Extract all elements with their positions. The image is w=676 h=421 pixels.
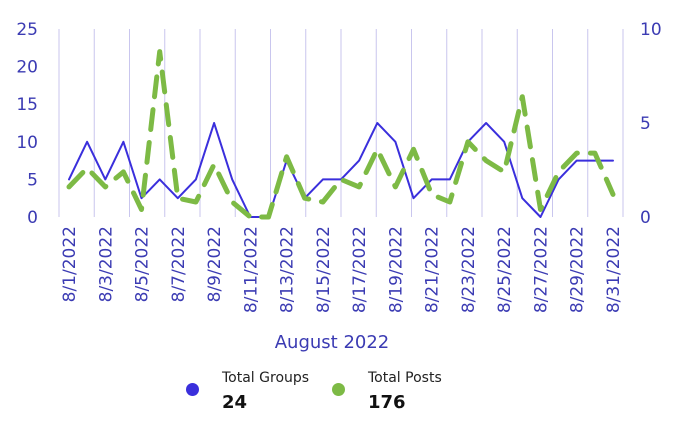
series-line-total-groups[interactable] xyxy=(68,122,614,218)
data-point[interactable] xyxy=(393,139,398,144)
x-tick-label: 8/1/2022 xyxy=(60,226,80,302)
y-left-tick-label: 0 xyxy=(27,208,38,228)
legend-series-name: Total Groups xyxy=(222,370,310,386)
data-point[interactable] xyxy=(230,199,235,204)
x-tick-label: 8/9/2022 xyxy=(205,226,225,302)
x-axis-title: August 2022 xyxy=(275,332,390,353)
y-left-tick-label: 15 xyxy=(16,95,38,115)
x-tick-label: 8/13/2022 xyxy=(278,226,298,313)
data-point[interactable] xyxy=(320,177,325,182)
data-point[interactable] xyxy=(556,169,561,174)
x-tick-label: 8/17/2022 xyxy=(350,226,370,313)
y-right-tick-label: 5 xyxy=(640,114,651,134)
x-tick-label: 8/25/2022 xyxy=(495,226,515,313)
data-point[interactable] xyxy=(157,177,162,182)
data-point[interactable] xyxy=(320,199,325,204)
data-point[interactable] xyxy=(375,121,380,126)
data-point[interactable] xyxy=(193,199,198,204)
x-tick-label: 8/7/2022 xyxy=(169,226,189,302)
data-point[interactable] xyxy=(520,196,525,201)
data-point[interactable] xyxy=(447,199,452,204)
x-tick-label: 8/21/2022 xyxy=(423,226,443,313)
data-point[interactable] xyxy=(411,196,416,201)
data-point[interactable] xyxy=(339,177,344,182)
left-y-axis: 0 5 10 15 20 25 xyxy=(16,20,38,228)
data-point[interactable] xyxy=(212,162,217,167)
data-point[interactable] xyxy=(520,94,525,99)
y-left-tick-label: 20 xyxy=(16,58,38,78)
data-point[interactable] xyxy=(465,139,470,144)
x-tick-label: 8/19/2022 xyxy=(386,226,406,313)
data-point[interactable] xyxy=(212,121,217,126)
y-left-tick-label: 25 xyxy=(16,20,38,40)
data-point[interactable] xyxy=(230,177,235,182)
y-right-tick-label: 0 xyxy=(640,208,651,228)
data-point[interactable] xyxy=(429,192,434,197)
y-left-tick-label: 5 xyxy=(27,170,38,190)
legend-dot-icon xyxy=(186,383,199,396)
x-tick-label: 8/5/2022 xyxy=(133,226,153,302)
data-point[interactable] xyxy=(447,177,452,182)
data-point[interactable] xyxy=(502,139,507,144)
data-point[interactable] xyxy=(393,184,398,189)
data-point[interactable] xyxy=(157,49,162,54)
data-point[interactable] xyxy=(357,158,362,163)
data-point[interactable] xyxy=(193,177,198,182)
x-tick-label: 8/31/2022 xyxy=(604,226,624,313)
data-point[interactable] xyxy=(574,158,579,163)
data-point[interactable] xyxy=(139,207,144,212)
series-line-total-posts[interactable] xyxy=(66,49,616,220)
data-point[interactable] xyxy=(484,158,489,163)
right-y-axis: 0 5 10 xyxy=(640,20,662,228)
data-point[interactable] xyxy=(103,177,108,182)
data-point[interactable] xyxy=(538,215,543,220)
legend-series-name: Total Posts xyxy=(368,370,442,386)
data-point[interactable] xyxy=(357,184,362,189)
x-tick-label: 8/29/2022 xyxy=(568,226,588,313)
data-point[interactable] xyxy=(484,121,489,126)
x-tick-label: 8/11/2022 xyxy=(241,226,261,313)
data-point[interactable] xyxy=(121,169,126,174)
data-point[interactable] xyxy=(611,158,616,163)
data-point[interactable] xyxy=(302,196,307,201)
data-point[interactable] xyxy=(284,154,289,159)
line-chart: 0 5 10 15 20 25 0 5 10 8/1/2022 8/3/2022 8/5/2022… xyxy=(16,20,662,353)
series-layer xyxy=(66,49,616,220)
y-right-tick-label: 10 xyxy=(640,20,662,40)
data-point[interactable] xyxy=(429,177,434,182)
data-point[interactable] xyxy=(67,177,72,182)
legend-series-total: 176 xyxy=(368,392,406,413)
y-left-tick-label: 10 xyxy=(16,133,38,153)
x-tick-label: 8/15/2022 xyxy=(314,226,334,313)
x-tick-label: 8/3/2022 xyxy=(96,226,116,302)
data-point[interactable] xyxy=(85,139,90,144)
data-point[interactable] xyxy=(85,166,90,171)
data-point[interactable] xyxy=(611,192,616,197)
data-point[interactable] xyxy=(592,151,597,156)
data-point[interactable] xyxy=(411,147,416,152)
data-point[interactable] xyxy=(266,215,271,220)
data-point[interactable] xyxy=(175,196,180,201)
legend-dot-icon xyxy=(332,383,345,396)
data-point[interactable] xyxy=(103,184,108,189)
data-point[interactable] xyxy=(67,184,72,189)
data-point[interactable] xyxy=(502,169,507,174)
data-point[interactable] xyxy=(375,147,380,152)
data-point[interactable] xyxy=(121,139,126,144)
legend: Total Groups 24 Total Posts 176 xyxy=(0,370,676,420)
data-point[interactable] xyxy=(248,215,253,220)
legend-series-total: 24 xyxy=(222,392,248,413)
x-tick-label: 8/23/2022 xyxy=(459,226,479,313)
x-tick-label: 8/27/2022 xyxy=(531,226,551,313)
data-point[interactable] xyxy=(574,151,579,156)
x-axis: 8/1/2022 8/3/2022 8/5/2022 8/7/2022 8/9/2022… xyxy=(60,226,624,313)
data-point[interactable] xyxy=(538,207,543,212)
